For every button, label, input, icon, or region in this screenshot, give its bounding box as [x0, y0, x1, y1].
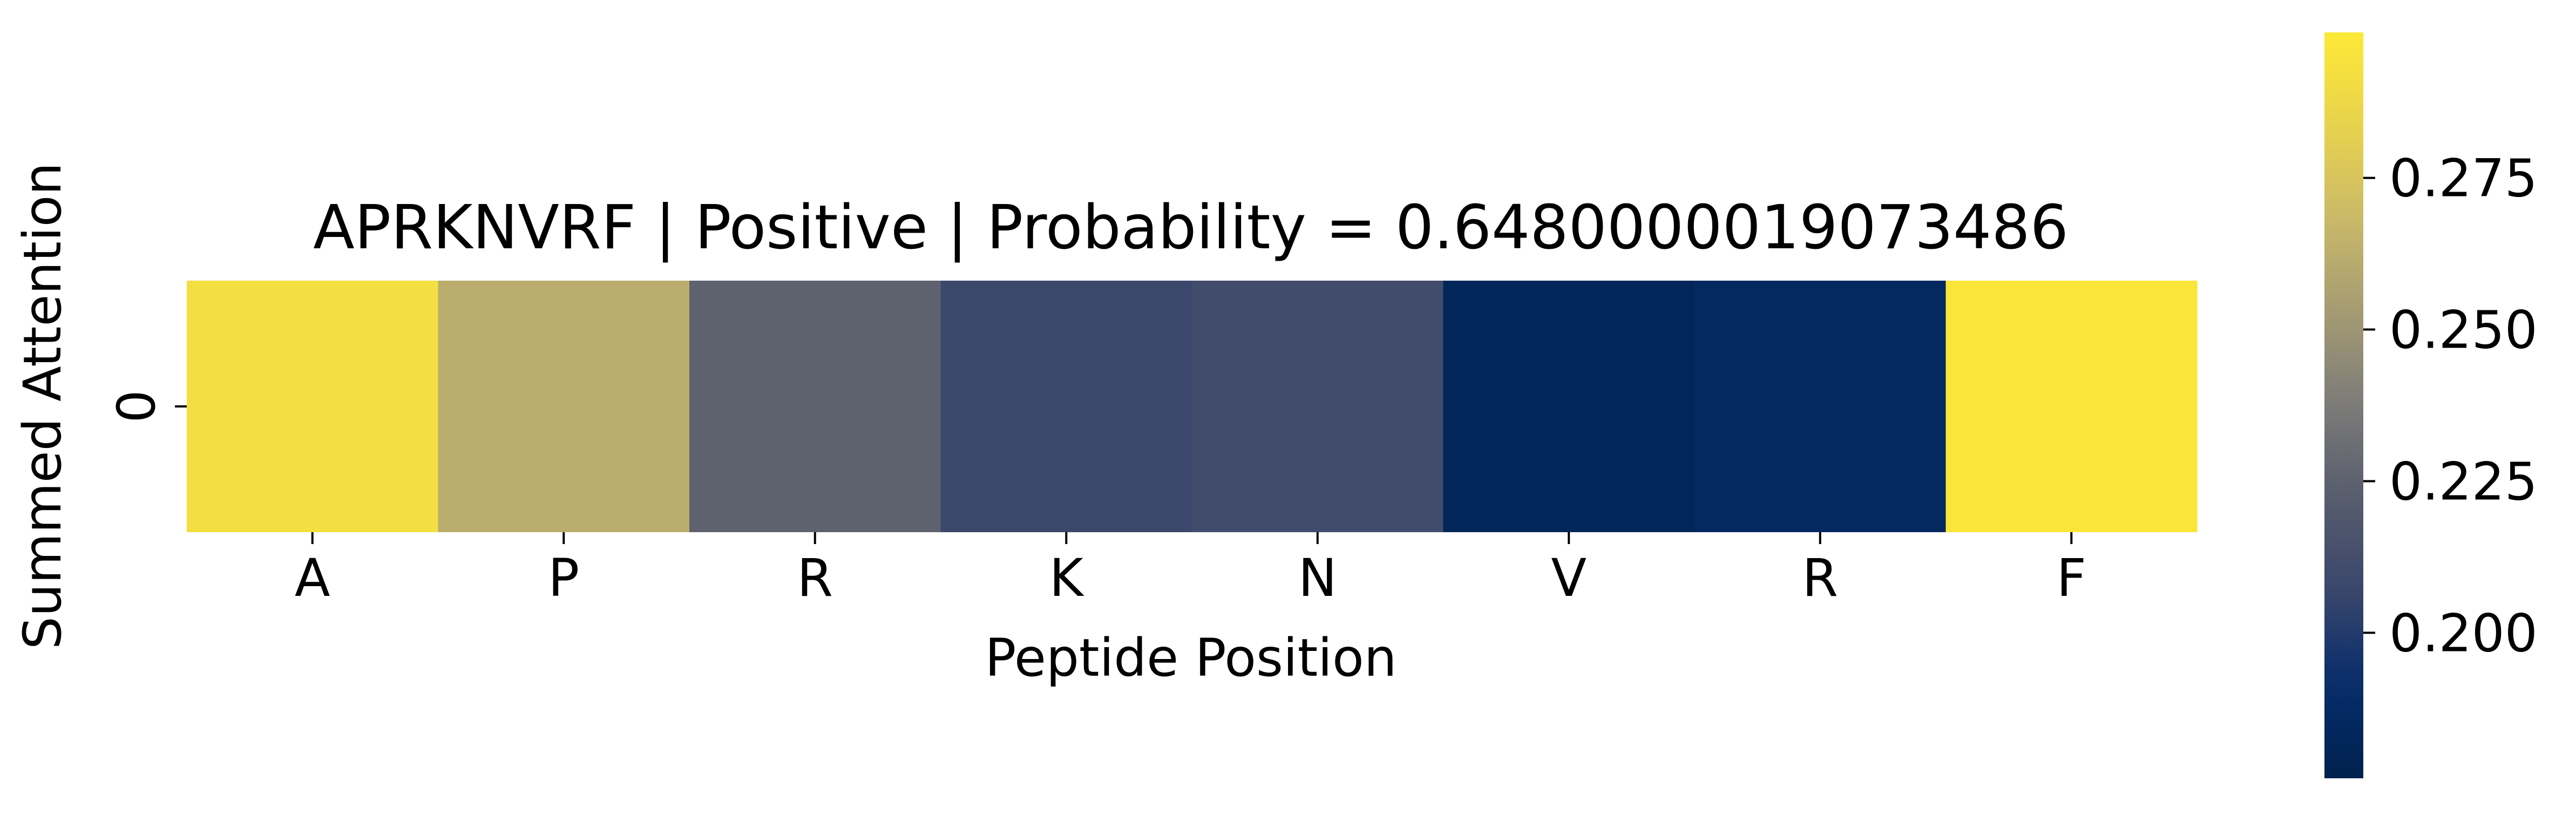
- heatmap-cell: [689, 281, 941, 532]
- heatmap-cells: [187, 281, 2198, 532]
- colorbar: [2324, 32, 2363, 778]
- y-axis-label: Summed Attention: [12, 162, 73, 649]
- heatmap-cell: [438, 281, 690, 532]
- chart-title: APRKNVRF | Positive | Probability = 0.64…: [313, 193, 2069, 263]
- x-tick-label: A: [295, 548, 330, 608]
- heatmap-cell: [1945, 281, 2198, 532]
- heatmap-cell: [1443, 281, 1695, 532]
- colorbar-tick-label: 0.225: [2389, 451, 2538, 512]
- x-tick-label: R: [797, 548, 833, 608]
- x-tick-label: R: [1802, 548, 1838, 608]
- x-axis-label: Peptide Position: [985, 628, 1397, 688]
- colorbar-tick-label: 0.250: [2389, 300, 2538, 361]
- x-tick-label: P: [548, 548, 579, 608]
- x-tick-label: F: [2057, 548, 2086, 608]
- heatmap-cell: [940, 281, 1192, 532]
- y-tick-label: 0: [106, 390, 167, 423]
- colorbar-tick-label: 0.275: [2389, 148, 2538, 209]
- x-tick-label: N: [1298, 548, 1337, 608]
- colorbar-tick-label: 0.200: [2389, 603, 2538, 663]
- x-tick-label: V: [1551, 548, 1587, 608]
- heatmap-cell: [187, 281, 438, 532]
- heatmap-cell: [1192, 281, 1443, 532]
- x-tick-label: K: [1049, 548, 1084, 608]
- colorbar-ticks: 0.200 0.225 0.250 0.275: [2363, 148, 2538, 663]
- heatmap-cell: [1694, 281, 1946, 532]
- y-axis-ticks: 0: [106, 390, 187, 423]
